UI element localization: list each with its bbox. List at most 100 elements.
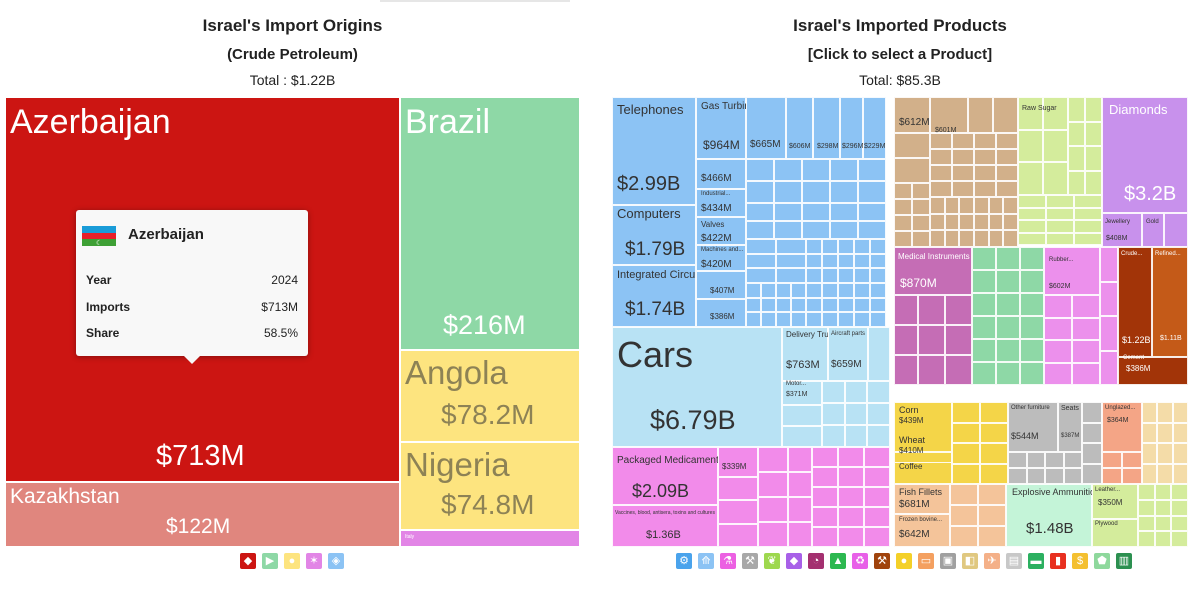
cell-electronics[interactable] [746,203,774,221]
cell-metal[interactable] [996,165,1018,181]
cell-textiles[interactable] [1020,270,1044,293]
cell-medical-instruments[interactable] [894,247,972,295]
cell-metal[interactable] [988,213,1004,231]
cell-insulated-wire[interactable] [746,97,786,159]
cell-agri[interactable] [1046,232,1074,245]
cell-metal[interactable] [952,149,974,165]
cell-plastics[interactable] [1044,362,1072,385]
cell-electronics[interactable] [786,97,813,159]
cell-cars[interactable] [612,327,782,447]
cell-metal[interactable] [894,183,912,199]
cell-unglazed[interactable] [1102,402,1142,452]
cell-vehicles[interactable] [867,403,890,425]
cell-pharma[interactable] [838,527,864,547]
cell-stone[interactable] [1142,443,1158,464]
cell-leather[interactable] [1092,484,1138,519]
cell-furniture[interactable] [1082,422,1102,443]
cell-instruments[interactable] [894,295,918,325]
cell-electronics[interactable] [746,297,761,313]
cell-pharma[interactable] [812,487,838,507]
cell-plastics[interactable] [1072,362,1100,385]
cell-textiles[interactable] [996,362,1020,385]
crest-icon[interactable]: ◈ [328,553,344,569]
cell-pharma[interactable] [758,522,788,547]
cell-food[interactable] [980,422,1008,443]
cell-agri[interactable] [1074,232,1102,245]
cell-pharma[interactable] [788,522,812,547]
cell-misc[interactable] [1138,515,1155,532]
cell-precious[interactable] [1164,213,1188,247]
cell-metal[interactable] [894,199,912,215]
cell-metal[interactable] [996,149,1018,165]
cell-electronics[interactable] [822,283,838,298]
cell-plastics[interactable] [1100,281,1118,316]
cell-misc[interactable] [1171,484,1188,500]
cell-metal[interactable] [944,213,960,231]
cell-misc[interactable] [1154,484,1172,500]
cell-metal[interactable] [974,230,989,247]
hammer-icon[interactable]: ⚒ [874,553,890,569]
cell-agri[interactable] [1068,146,1085,171]
cell-electronics[interactable] [838,312,854,327]
cell-electronics[interactable] [776,312,791,327]
cell-stone[interactable] [1157,422,1173,443]
battery-icon[interactable]: ▮ [1050,553,1066,569]
cell-food[interactable] [952,463,980,484]
cell-misc[interactable] [1154,499,1172,516]
cell-metal[interactable] [894,215,912,231]
cell-pharma[interactable] [758,447,788,472]
cell-electronics[interactable] [870,253,886,269]
cell-metal[interactable] [959,213,974,231]
cell-pharma[interactable] [838,467,864,487]
cell-metal[interactable] [930,197,945,214]
cell-electronics[interactable] [858,159,886,181]
cell-electronics[interactable] [746,181,774,203]
cell-metal[interactable] [930,97,968,133]
gem-icon[interactable]: ◆ [786,553,802,569]
cell-metal[interactable] [944,197,960,214]
cell-electronics[interactable] [746,221,774,239]
cell-electronics[interactable] [854,253,870,269]
cell-electronics[interactable] [806,297,822,313]
cell-agri[interactable] [1074,195,1102,208]
cell-metal[interactable] [974,213,989,231]
cell-electronics[interactable] [802,203,830,221]
cell-agri[interactable] [1018,207,1046,220]
cell-stone[interactable] [1157,402,1173,423]
cell-agri[interactable] [1085,170,1102,195]
cell-instruments[interactable] [945,325,972,355]
cell-vehicles[interactable] [822,381,845,403]
cell-metal[interactable] [1003,230,1018,247]
star-icon[interactable]: ✶ [306,553,322,569]
sun-icon[interactable]: ● [284,553,300,569]
cell-computers[interactable] [612,205,696,265]
cell-food[interactable] [980,443,1008,464]
cell-electronics[interactable] [854,312,870,327]
cell-electronics[interactable] [774,159,802,181]
cell-agri[interactable] [1018,97,1043,130]
cell-pharma[interactable] [758,472,788,497]
cell-electronics[interactable] [858,181,886,203]
cell-furniture[interactable] [1063,468,1082,484]
cell-textiles[interactable] [1020,247,1044,270]
cell-electronics[interactable] [761,297,776,313]
cell-metal[interactable] [912,231,930,247]
cell-jewellery[interactable] [1102,213,1142,247]
cell-metal[interactable] [912,199,930,215]
cell-vehicles[interactable] [822,425,845,447]
cell-food[interactable] [952,402,980,423]
cell-cement[interactable] [1118,357,1188,385]
cell-gas-turbines[interactable] [696,97,746,159]
cell-metal[interactable] [993,97,1018,133]
tools-icon[interactable]: ⚒ [742,553,758,569]
cell-electronics[interactable] [776,283,791,298]
cell-metal[interactable] [988,230,1004,247]
cell-misc[interactable] [1171,531,1188,547]
cell-metal[interactable] [930,230,945,247]
cell-electronics[interactable] [838,297,854,313]
cell-pharma[interactable] [838,487,864,507]
cell-metal[interactable] [996,133,1018,149]
tile-brazil[interactable]: Brazil $216M [400,97,580,350]
cell-stone[interactable] [1142,402,1158,423]
cell-electronics[interactable] [870,297,886,313]
